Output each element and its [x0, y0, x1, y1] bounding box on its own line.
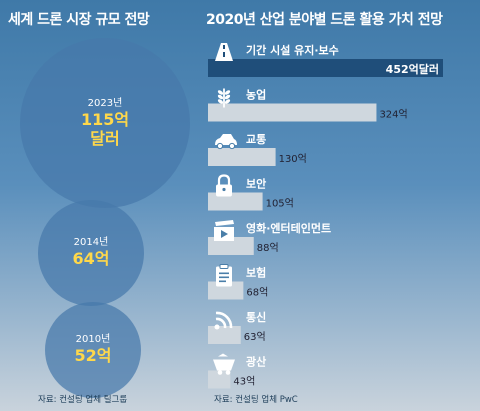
value-label: 63억	[244, 331, 266, 343]
bar-1	[208, 103, 377, 122]
category-label: 농업	[246, 89, 266, 102]
bar-6	[208, 326, 241, 344]
value-label: 324억	[379, 109, 407, 121]
value-label: 43억	[233, 376, 255, 388]
bar-2	[208, 148, 276, 166]
left-source: 자료: 컨설팅 업체 틸그룹	[38, 395, 128, 405]
left-title: 세계 드론 시장 규모 전망	[8, 12, 150, 28]
value-label: 105억	[266, 198, 294, 210]
clipboard-icon	[216, 264, 232, 287]
bar-4	[208, 237, 254, 255]
car-icon	[215, 134, 237, 150]
bubble-year: 2014년	[73, 237, 109, 249]
bubble-2010: 2010년 52억	[45, 302, 141, 398]
value-label: 68억	[246, 287, 268, 299]
wheat-icon	[217, 88, 231, 108]
value-label: 88억	[257, 242, 279, 254]
right-title: 2020년 산업 분야별 드론 활용 가치 전망	[206, 12, 443, 28]
bubble-value-unit: 달러	[90, 129, 120, 148]
right-source: 자료: 컨설팅 업체 PwC	[214, 395, 298, 405]
bubble-value: 64억	[72, 249, 110, 269]
category-label: 보험	[246, 266, 266, 280]
bar-7	[208, 370, 231, 389]
bubble-value: 115억	[80, 109, 130, 129]
category-label: 통신	[246, 310, 266, 324]
category-label: 보안	[246, 177, 266, 191]
bubble-year: 2023년	[87, 97, 123, 109]
value-label: 130억	[279, 153, 307, 165]
category-label: 광산	[246, 355, 266, 369]
category-label: 기간 시설 유지·보수	[246, 43, 339, 57]
road-icon	[215, 43, 233, 61]
mine-cart-icon	[213, 353, 235, 375]
film-camera-icon	[214, 220, 234, 241]
bar-0	[208, 59, 443, 77]
bubble-2023: 2023년 115억 달러	[20, 38, 190, 208]
value-label: 452억달러	[386, 62, 439, 76]
bubble-year: 2010년	[75, 334, 111, 346]
bar-3	[208, 192, 263, 211]
category-label: 영화·엔터테인먼트	[246, 221, 331, 235]
signal-icon	[214, 311, 233, 330]
lock-icon	[216, 174, 232, 197]
bubble-2014: 2014년 64억	[38, 200, 144, 306]
bubble-value: 52억	[74, 346, 112, 366]
category-label: 교통	[246, 133, 266, 146]
